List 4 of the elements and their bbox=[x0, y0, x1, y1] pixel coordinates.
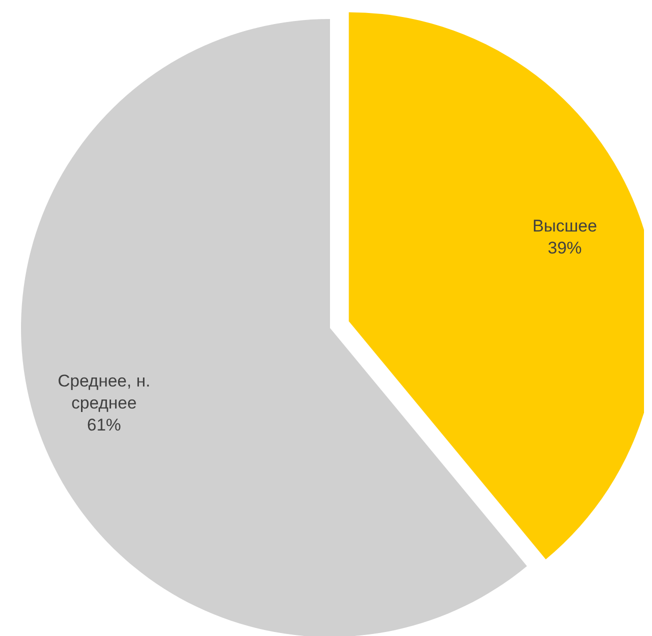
slice-label: Высшее bbox=[532, 216, 598, 236]
data-label: 39% bbox=[548, 238, 582, 258]
slice-label: Среднее, н. среднее bbox=[58, 371, 150, 412]
data-label: 61% bbox=[87, 415, 122, 434]
